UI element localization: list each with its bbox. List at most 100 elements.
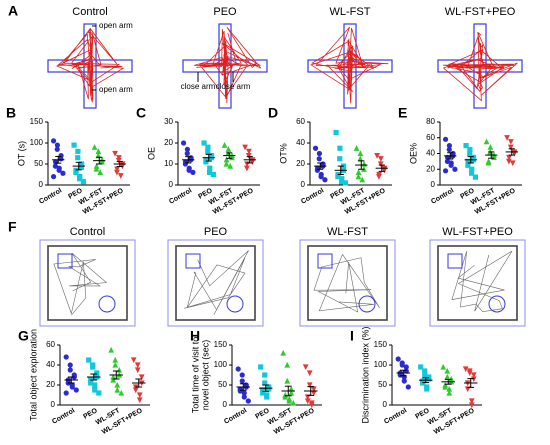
object-circle (98, 295, 116, 313)
track (310, 26, 389, 104)
y-tick-label: 60 (296, 117, 305, 126)
object-square (447, 253, 463, 269)
panel-label: I (350, 328, 354, 344)
arena-frame (299, 239, 396, 327)
y-tick-label: 0 (169, 180, 174, 189)
data-point (399, 362, 405, 368)
data-point (424, 386, 430, 392)
data-point (401, 378, 407, 384)
data-point (422, 368, 428, 374)
track (184, 250, 249, 315)
data-point (60, 170, 66, 176)
y-tick-label: 10 (164, 159, 173, 168)
y-tick-label: 40 (296, 138, 305, 147)
data-point (249, 159, 256, 166)
data-point (337, 145, 343, 151)
data-point (184, 150, 190, 157)
x-tick-label: WL-SFT+PEO (433, 407, 476, 436)
y-tick-label: 60 (46, 340, 55, 349)
data-point (110, 373, 117, 380)
data-point (54, 142, 61, 148)
data-point (452, 166, 458, 172)
data-point (58, 156, 64, 162)
data-point (335, 174, 341, 180)
object-circle (358, 295, 376, 313)
y-tick-label: 20 (46, 380, 55, 389)
data-point (180, 140, 187, 146)
data-point (112, 361, 119, 368)
data-point (92, 382, 98, 388)
data-point (266, 386, 272, 392)
data-point (69, 384, 75, 390)
data-point (241, 390, 247, 396)
data-point (90, 364, 96, 370)
data-point (446, 385, 453, 392)
image-title: WL-FST (327, 226, 368, 238)
arena-wall (307, 245, 388, 321)
y-tick-label: 30 (164, 117, 173, 126)
data-point (114, 386, 121, 393)
data-point (376, 174, 382, 180)
data-point (114, 166, 120, 173)
data-point (239, 378, 245, 384)
data-point (462, 366, 469, 373)
data-point (138, 374, 145, 381)
track (313, 253, 380, 313)
track (451, 250, 513, 313)
data-point (310, 390, 317, 397)
data-point (63, 354, 69, 360)
data-point (221, 141, 228, 148)
y-tick-label: 100 (30, 138, 44, 147)
x-tick-label: Control (430, 187, 455, 206)
y-tick-label: 50 (378, 380, 387, 389)
data-point (67, 367, 73, 373)
data-point (114, 381, 121, 388)
data-point (76, 176, 83, 182)
data-point (381, 167, 388, 174)
arena-frame (167, 239, 264, 327)
data-point (116, 366, 123, 373)
data-point (110, 376, 117, 383)
data-point (282, 393, 289, 400)
data-point (442, 168, 449, 174)
data-point (117, 173, 124, 179)
data-point (136, 397, 143, 404)
data-point (207, 165, 213, 171)
data-point (468, 402, 475, 409)
data-point (95, 148, 102, 154)
data-point (99, 158, 105, 165)
y-axis-label: OT (s) (16, 141, 26, 166)
data-point (509, 160, 516, 167)
data-point (403, 364, 409, 370)
data-point (210, 171, 217, 178)
object-circle (226, 295, 244, 313)
data-point (115, 158, 122, 164)
data-point (339, 176, 345, 182)
y-axis-label: Total object exploration (28, 329, 38, 421)
image-title: Control (72, 6, 107, 18)
data-point (112, 356, 119, 363)
panel-label: A (8, 3, 18, 19)
data-point (118, 389, 125, 396)
y-axis-label: OE% (408, 143, 418, 164)
data-point (184, 146, 191, 152)
data-point (206, 169, 213, 175)
x-tick-label: WL-SFT+PEO (101, 407, 144, 436)
data-point (444, 373, 451, 380)
y-tick-label: 50 (218, 380, 227, 389)
y-tick-label: 100 (214, 360, 228, 369)
data-point (442, 136, 449, 142)
data-point (284, 361, 291, 368)
data-point (469, 166, 475, 172)
data-point (264, 394, 270, 400)
data-point (132, 387, 139, 394)
data-point (52, 163, 59, 169)
data-point (260, 390, 266, 396)
y-tick-label: 80 (426, 117, 435, 126)
data-point (260, 387, 266, 393)
data-point (78, 161, 85, 167)
data-point (242, 144, 248, 151)
data-point (203, 159, 209, 165)
data-point (468, 170, 475, 176)
y-axis-label: Total time of visit to (190, 337, 200, 414)
